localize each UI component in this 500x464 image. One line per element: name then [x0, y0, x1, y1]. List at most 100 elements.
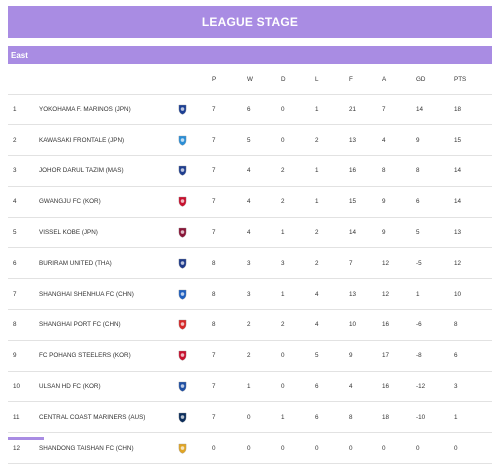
position-cell: 10: [13, 383, 21, 391]
table-row[interactable]: 1 YOKOHAMA F. MARINOS (JPN) 7 6 0 1 21 7 14 18: [8, 94, 492, 125]
stat-pts-cell: 6: [454, 352, 458, 360]
team-name-cell[interactable]: CENTRAL COAST MARINERS (AUS): [39, 413, 146, 421]
stat-w-cell: 2: [247, 352, 251, 360]
team-crest-cell: [177, 248, 211, 279]
stat-a-cell: 8: [382, 167, 386, 175]
stat-d-cell: 1: [281, 413, 285, 421]
team-crest-cell: [177, 156, 211, 187]
footer-tab-indicator[interactable]: [8, 437, 44, 440]
team-name-cell[interactable]: YOKOHAMA F. MARINOS (JPN): [39, 105, 131, 113]
stat-w-cell: 6: [247, 105, 251, 113]
stat-gd-cell: 0: [416, 444, 420, 452]
stat-pts-cell: 3: [454, 383, 458, 391]
team-crest-cell: [177, 340, 211, 371]
team-name-cell[interactable]: SHANDONG TAISHAN FC (CHN): [39, 444, 134, 452]
team-name-cell[interactable]: VISSEL KOBE (JPN): [39, 229, 98, 237]
stat-l-cell: 1: [315, 167, 319, 175]
stat-p-cell: 7: [212, 136, 216, 144]
stat-pts-cell: 1: [454, 413, 458, 421]
stat-d-cell: 2: [281, 321, 285, 329]
stat-f-cell: 4: [349, 383, 353, 391]
table-row[interactable]: 2 KAWASAKI FRONTALE (JPN) 7 5 0 2 13 4 9 15: [8, 125, 492, 156]
stat-a-cell: 17: [382, 352, 390, 360]
table-row[interactable]: 10 ULSAN HD FC (KOR) 7 1 0 6 4 16 -12 3: [8, 371, 492, 402]
table-row[interactable]: 11 CENTRAL COAST MARINERS (AUS) 7 0 1 6 8 18 -10…: [8, 402, 492, 433]
team-crest-cell: [177, 125, 211, 156]
team-crest-cell: [177, 371, 211, 402]
position-cell: 4: [13, 198, 17, 206]
group-label: East: [8, 46, 492, 64]
table-row[interactable]: 8 SHANGHAI PORT FC (CHN) 8 2 2 4 10 16 -6 8: [8, 310, 492, 341]
stat-f-cell: 10: [349, 321, 357, 329]
team-crest-icon: [178, 289, 187, 300]
stat-pts-cell: 14: [454, 167, 462, 175]
table-header: P W D L F A GD PTS: [8, 66, 492, 94]
team-name-cell[interactable]: GWANGJU FC (KOR): [39, 198, 101, 206]
stat-d-cell: 0: [281, 383, 285, 391]
stat-a-cell: 7: [382, 105, 386, 113]
stat-pts-cell: 8: [454, 321, 458, 329]
stat-d-cell: 0: [281, 136, 285, 144]
stat-pts-cell: 12: [454, 259, 462, 267]
stat-w-cell: 0: [247, 413, 251, 421]
stat-gd-cell: -5: [416, 259, 422, 267]
team-name-cell[interactable]: JOHOR DARUL TAZIM (MAS): [39, 167, 124, 175]
table-row[interactable]: 5 VISSEL KOBE (JPN) 7 4 1 2 14 9 5 13: [8, 217, 492, 248]
stat-pts-cell: 14: [454, 198, 462, 206]
position-cell: 9: [13, 352, 17, 360]
stat-d-cell: 0: [281, 444, 285, 452]
stat-gd-cell: -8: [416, 352, 422, 360]
team-name-cell[interactable]: SHANGHAI PORT FC (CHN): [39, 321, 121, 329]
team-crest-cell: [177, 217, 211, 248]
stat-a-cell: 4: [382, 136, 386, 144]
stat-gd-cell: 14: [416, 105, 424, 113]
table-row[interactable]: 3 JOHOR DARUL TAZIM (MAS) 7 4 2 1 16 8 8 14: [8, 156, 492, 187]
stat-l-cell: 2: [315, 136, 319, 144]
team-name-cell[interactable]: ULSAN HD FC (KOR): [39, 383, 101, 391]
team-crest-icon: [178, 381, 187, 392]
stat-a-cell: 16: [382, 321, 390, 329]
stat-w-cell: 4: [247, 229, 251, 237]
team-crest-icon: [178, 320, 187, 331]
team-name-cell[interactable]: BURIRAM UNITED (THA): [39, 259, 112, 267]
team-name-cell[interactable]: SHANGHAI SHENHUA FC (CHN): [39, 290, 134, 298]
stat-p-cell: 7: [212, 167, 216, 175]
column-header: PTS: [454, 76, 467, 84]
stat-p-cell: 8: [212, 290, 216, 298]
table-row[interactable]: 6 BURIRAM UNITED (THA) 8 3 3 2 7 12 -5 12: [8, 248, 492, 279]
position-cell: 7: [13, 290, 17, 298]
team-crest-cell: [177, 433, 211, 464]
stat-w-cell: 1: [247, 383, 251, 391]
stat-l-cell: 4: [315, 290, 319, 298]
stat-l-cell: 6: [315, 383, 319, 391]
stat-d-cell: 2: [281, 198, 285, 206]
team-name-cell[interactable]: KAWASAKI FRONTALE (JPN): [39, 136, 125, 144]
table-row[interactable]: 12 SHANDONG TAISHAN FC (CHN) 0 0 0 0 0 0 0 0: [8, 433, 492, 464]
stat-a-cell: 16: [382, 383, 390, 391]
stat-pts-cell: 18: [454, 105, 462, 113]
stat-d-cell: 1: [281, 290, 285, 298]
stat-p-cell: 7: [212, 383, 216, 391]
position-cell: 2: [13, 136, 17, 144]
team-crest-icon: [178, 351, 187, 361]
position-cell: 5: [13, 229, 17, 237]
team-crest-icon: [178, 258, 187, 269]
table-row[interactable]: 9 FC POHANG STEELERS (KOR) 7 2 0 5 9 17 -8 6: [8, 340, 492, 372]
team-name-cell[interactable]: FC POHANG STEELERS (KOR): [39, 352, 131, 360]
stat-gd-cell: -12: [416, 383, 426, 391]
stat-pts-cell: 15: [454, 136, 462, 144]
stat-f-cell: 9: [349, 352, 353, 360]
stat-w-cell: 5: [247, 136, 251, 144]
stat-p-cell: 7: [212, 413, 216, 421]
table-row[interactable]: 4 GWANGJU FC (KOR) 7 4 2 1 15 9 6 14: [8, 186, 492, 218]
stat-w-cell: 3: [247, 259, 251, 267]
column-header: [177, 66, 211, 94]
stat-l-cell: 6: [315, 413, 319, 421]
stat-f-cell: 16: [349, 167, 357, 175]
table-row[interactable]: 7 SHANGHAI SHENHUA FC (CHN) 8 3 1 4 13 12 1 10: [8, 279, 492, 310]
stat-p-cell: 8: [212, 259, 216, 267]
team-crest-icon: [178, 227, 187, 238]
stat-w-cell: 4: [247, 198, 251, 206]
stat-f-cell: 15: [349, 198, 357, 206]
column-header: A: [382, 76, 387, 84]
